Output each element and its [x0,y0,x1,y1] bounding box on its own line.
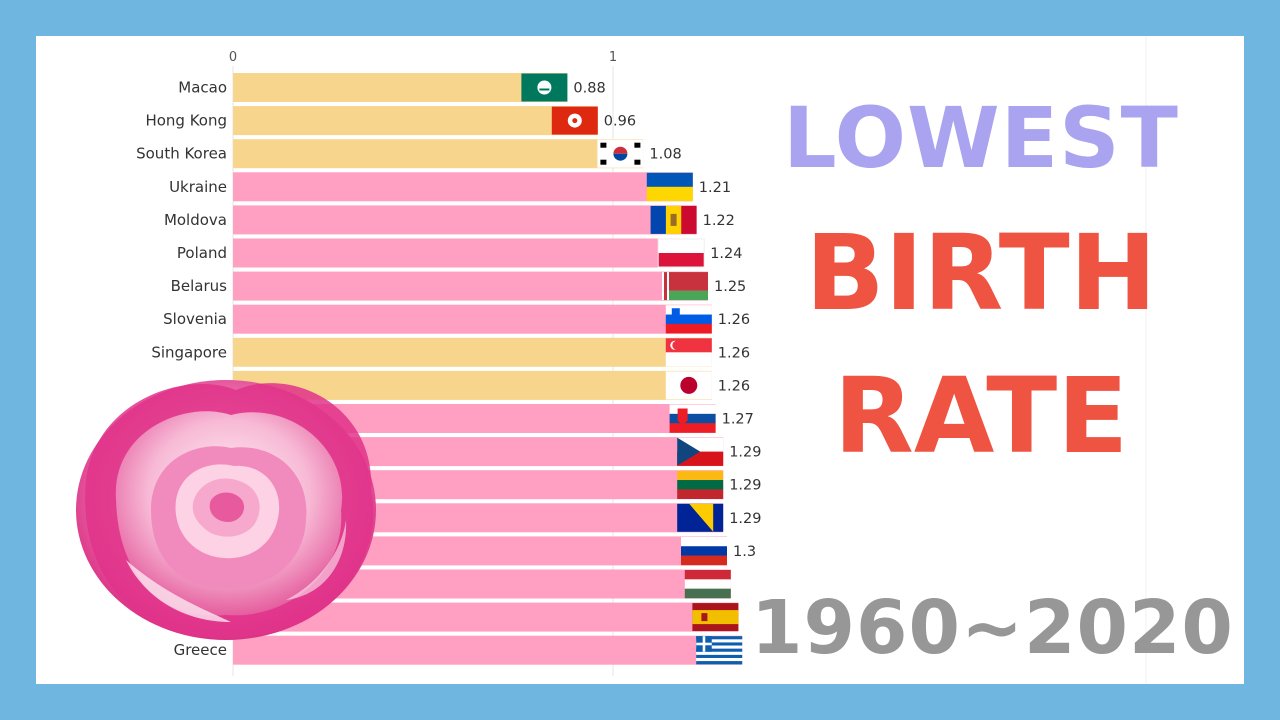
japan-flag [665,371,712,400]
category-label: Moldova [164,211,227,229]
value-label: 1.26 [718,345,750,361]
spain-flag [692,603,739,632]
bar [233,205,697,235]
russia-flag [681,536,727,566]
value-label: 1.27 [722,412,754,428]
bar [233,337,712,367]
hong-kong-flag [551,106,598,135]
bar [233,172,693,202]
category-label: Macao [178,79,227,97]
value-label: 1.3 [733,544,756,560]
value-label: 0.88 [573,81,605,97]
singapore-flag [665,338,712,367]
category-label: Belarus [171,277,228,295]
value-label: 1.26 [718,378,750,394]
chart-panel: 0 1 0.88 Macao 0.96 Hong Kong 1.08 South Korea 1… [36,36,1244,684]
value-label: 1.08 [649,147,681,163]
poland-flag [657,238,705,268]
bosnia-flag [677,503,724,532]
value-label: 1.21 [699,180,731,196]
south-korea-flag [597,139,644,168]
category-label: Ukraine [169,178,227,196]
lithuania-flag [677,470,724,499]
czech-flag [677,437,724,466]
greece-flag [696,636,743,665]
category-label: Slovenia [163,310,227,328]
category-label: Greece [174,641,227,659]
moldova-flag [650,205,697,234]
hungary-flag [684,570,731,599]
value-label: 1.29 [729,445,761,461]
value-label: 1.29 [729,511,761,527]
bar [233,238,705,268]
category-label: South Korea [136,145,227,163]
bar [233,271,708,301]
title-rate: RATE [833,355,1129,477]
value-label: 1.29 [729,478,761,494]
bar-chart: 0 1 0.88 Macao 0.96 Hong Kong 1.08 South Korea 1… [136,36,1147,684]
macao-flag [521,73,568,102]
title-birth: BIRTH [805,212,1157,334]
title-years: 1960~2020 [751,585,1234,671]
x-tick-label: 0 [229,50,237,65]
category-label: Singapore [151,343,227,361]
pink-rose-image [76,380,376,640]
title-lowest: LOWEST [783,89,1179,187]
value-label: 1.22 [703,213,735,229]
category-label: Poland [177,244,227,262]
value-label: 1.25 [714,279,746,295]
bar [233,635,743,665]
slovakia-flag [669,404,716,433]
slovenia-flag [665,305,712,334]
value-label: 0.96 [604,114,636,130]
category-label: Hong Kong [145,112,227,130]
bar [233,73,568,102]
bar [233,139,644,169]
belarus-flag [662,272,708,301]
x-tick-label: 1 [609,50,617,65]
value-label: 1.26 [718,312,750,328]
bar [233,106,598,136]
ukraine-flag [646,172,693,202]
bar [233,304,712,334]
value-label: 1.24 [710,246,742,262]
